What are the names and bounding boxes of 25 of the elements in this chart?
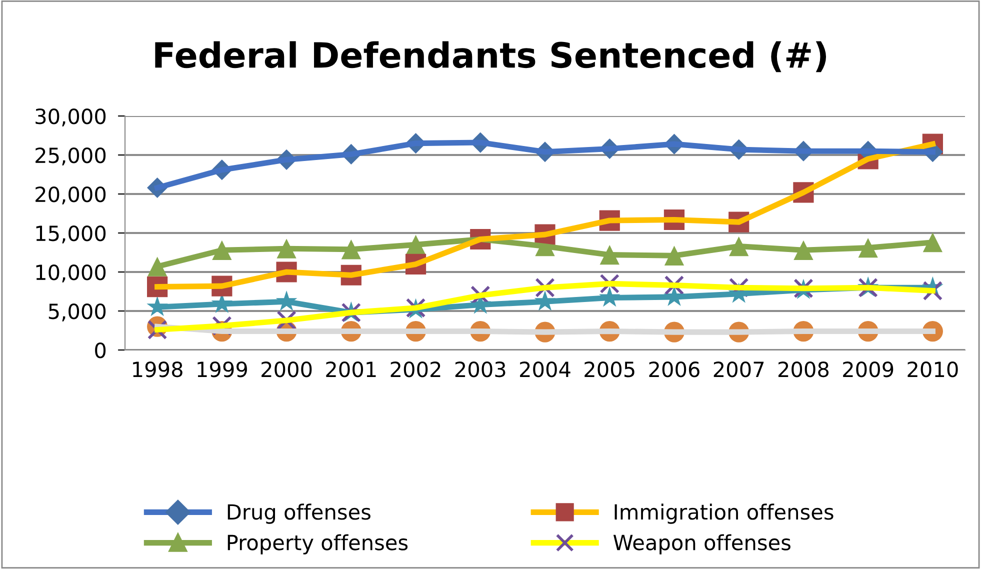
- x-tick-label: 2005: [584, 361, 634, 378]
- x-tick-label: 2007: [714, 361, 764, 378]
- x-tick-label: 2001: [326, 361, 376, 378]
- x-tick-label: 2008: [778, 361, 829, 378]
- x-tick-label: 2004: [520, 361, 570, 378]
- y-tick-label: 20,000: [36, 186, 106, 204]
- y-tick-label: 15,000: [36, 225, 106, 244]
- y-tick-label: 5,000: [48, 303, 106, 322]
- x-tick-label: 1999: [198, 361, 247, 378]
- x-tick-label: 2010: [908, 361, 958, 378]
- y-tick-label: 0: [95, 342, 106, 358]
- chart-title: Federal Defendants Sentenced (#): [155, 41, 826, 72]
- legend-label: Weapon offenses: [613, 534, 790, 554]
- x-tick-label: 2006: [649, 361, 700, 378]
- x-tick-label: 1998: [133, 361, 182, 378]
- y-tick-label: 10,000: [36, 264, 106, 282]
- legend-label: Property offenses: [228, 534, 408, 554]
- x-tick-label: 2000: [262, 361, 312, 378]
- y-tick-label: 30,000: [36, 108, 106, 126]
- legend-label: Immigration offenses: [614, 504, 834, 524]
- legend-label: Drug offenses: [228, 504, 370, 524]
- y-tick-label: 25,000: [36, 147, 106, 166]
- x-tick-label: 2009: [843, 361, 894, 378]
- x-tick-label: 2002: [390, 361, 440, 378]
- x-tick-label: 2003: [455, 361, 506, 378]
